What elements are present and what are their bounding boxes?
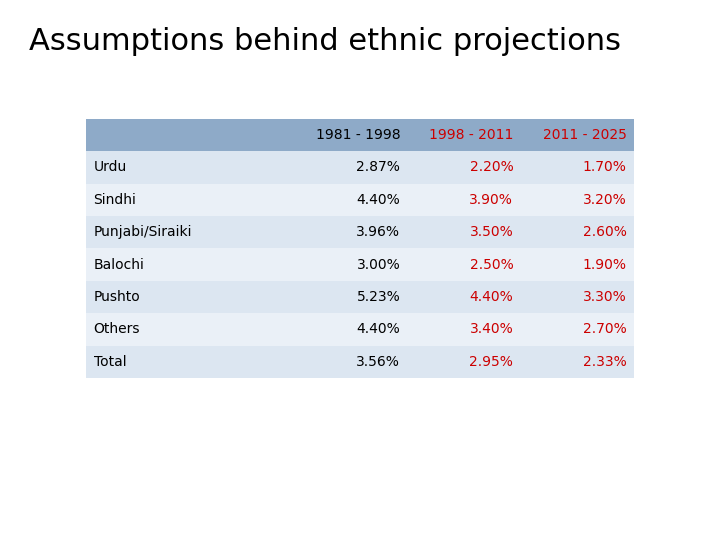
Text: Urdu: Urdu bbox=[94, 160, 127, 174]
Text: 2.20%: 2.20% bbox=[469, 160, 513, 174]
FancyBboxPatch shape bbox=[86, 151, 634, 184]
Text: Pushto: Pushto bbox=[94, 290, 140, 304]
Text: Balochi: Balochi bbox=[94, 258, 145, 272]
FancyBboxPatch shape bbox=[86, 216, 634, 248]
Text: 4.40%: 4.40% bbox=[356, 193, 400, 207]
Text: 3.40%: 3.40% bbox=[469, 322, 513, 336]
FancyBboxPatch shape bbox=[86, 119, 634, 151]
Text: 4.40%: 4.40% bbox=[356, 322, 400, 336]
FancyBboxPatch shape bbox=[86, 184, 634, 216]
FancyBboxPatch shape bbox=[86, 313, 634, 346]
Text: 2.70%: 2.70% bbox=[582, 322, 626, 336]
Text: 3.96%: 3.96% bbox=[356, 225, 400, 239]
Text: 2.95%: 2.95% bbox=[469, 355, 513, 369]
Text: 5.23%: 5.23% bbox=[356, 290, 400, 304]
Text: 2.33%: 2.33% bbox=[582, 355, 626, 369]
Text: Assumptions behind ethnic projections: Assumptions behind ethnic projections bbox=[29, 27, 621, 56]
Text: 1.90%: 1.90% bbox=[582, 258, 626, 272]
Text: 2.60%: 2.60% bbox=[582, 225, 626, 239]
Text: 2.50%: 2.50% bbox=[469, 258, 513, 272]
Text: 2.87%: 2.87% bbox=[356, 160, 400, 174]
Text: 3.90%: 3.90% bbox=[469, 193, 513, 207]
Text: 3.00%: 3.00% bbox=[356, 258, 400, 272]
FancyBboxPatch shape bbox=[86, 281, 634, 313]
Text: 1981 - 1998: 1981 - 1998 bbox=[315, 128, 400, 142]
Text: 2011 - 2025: 2011 - 2025 bbox=[543, 128, 626, 142]
Text: Punjabi/Siraiki: Punjabi/Siraiki bbox=[94, 225, 192, 239]
FancyBboxPatch shape bbox=[86, 248, 634, 281]
Text: 3.56%: 3.56% bbox=[356, 355, 400, 369]
FancyBboxPatch shape bbox=[86, 346, 634, 378]
Text: 3.20%: 3.20% bbox=[582, 193, 626, 207]
Text: 3.30%: 3.30% bbox=[582, 290, 626, 304]
Text: 1998 - 2011: 1998 - 2011 bbox=[429, 128, 513, 142]
Text: 1.70%: 1.70% bbox=[582, 160, 626, 174]
Text: Total: Total bbox=[94, 355, 126, 369]
Text: 3.50%: 3.50% bbox=[469, 225, 513, 239]
Text: Sindhi: Sindhi bbox=[94, 193, 137, 207]
Text: 4.40%: 4.40% bbox=[469, 290, 513, 304]
Text: Others: Others bbox=[94, 322, 140, 336]
